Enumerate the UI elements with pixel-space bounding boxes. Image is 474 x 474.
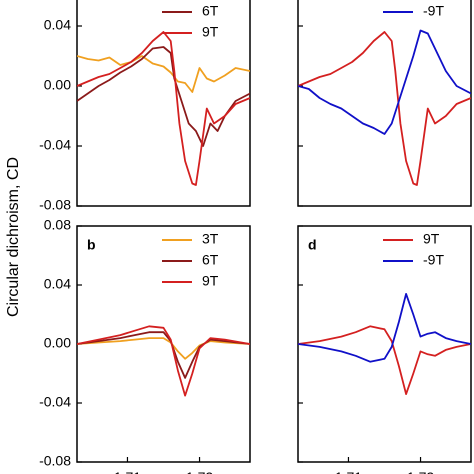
panel-b-legend-label: 6T — [202, 252, 219, 268]
panels: 0.04 0.00 -0.04 -0.08 6T 9T -9T 0.08 0.04 0.00 -0.… — [39, 0, 472, 474]
panel-b-ytick-label: 0.00 — [44, 335, 71, 351]
panel-c-series-line-0 — [298, 31, 471, 186]
panel-b-xtick-label: 1.72 — [186, 469, 213, 474]
panel-d-legend-label: 9T — [423, 231, 440, 247]
panel-a-series-line-1 — [77, 46, 250, 147]
panel-a-series-line-2 — [77, 31, 250, 186]
panel-c-legend-label: -9T — [423, 3, 444, 19]
panel-c: -9T — [297, 0, 472, 207]
panel-b-ytick-label: 0.08 — [44, 217, 71, 233]
panel-a-ytick-label: 0.04 — [44, 17, 71, 33]
y-axis-label: Circular dichroism, CD — [5, 157, 22, 317]
panel-d-xtick-label: 1.71 — [335, 469, 362, 474]
panel-d: 1.71 1.72 9T -9T d — [297, 225, 472, 474]
panel-c-series-line-1 — [298, 29, 471, 135]
panel-b-legend-label: 9T — [202, 273, 219, 289]
panel-b-legend-label: 3T — [202, 231, 219, 247]
panel-a-series-line-0 — [77, 55, 250, 93]
panel-b-ytick-label: -0.04 — [39, 394, 71, 410]
panel-a-ytick-label: 0.00 — [44, 77, 71, 93]
panel-b-ytick-label: 0.04 — [44, 276, 71, 292]
panel-d-letter: d — [308, 237, 317, 253]
panel-c-frame — [297, 0, 472, 207]
panel-d-series-line-0 — [298, 325, 471, 396]
panel-a-legend-label: 9T — [202, 24, 219, 40]
panel-b-series-line-2 — [77, 325, 250, 397]
panel-b-letter: b — [87, 237, 96, 253]
panel-a-ytick-label: -0.04 — [39, 137, 71, 153]
panel-b-xtick-label: 1.71 — [114, 469, 141, 474]
panel-a-legend-label: 6T — [202, 3, 219, 19]
panel-d-legend-label: -9T — [423, 252, 444, 268]
panel-a: 0.04 0.00 -0.04 -0.08 6T 9T — [39, 0, 251, 213]
panel-b-ytick-label: -0.08 — [39, 453, 71, 469]
panel-b: 0.08 0.04 0.00 -0.04 -0.08 1.71 1.72 3T 6T 9T b — [39, 217, 251, 474]
panel-a-ytick-label: -0.08 — [39, 197, 71, 213]
panel-d-series-line-1 — [298, 292, 471, 363]
panel-a-frame — [76, 0, 251, 207]
panel-d-xtick-label: 1.72 — [407, 469, 434, 474]
